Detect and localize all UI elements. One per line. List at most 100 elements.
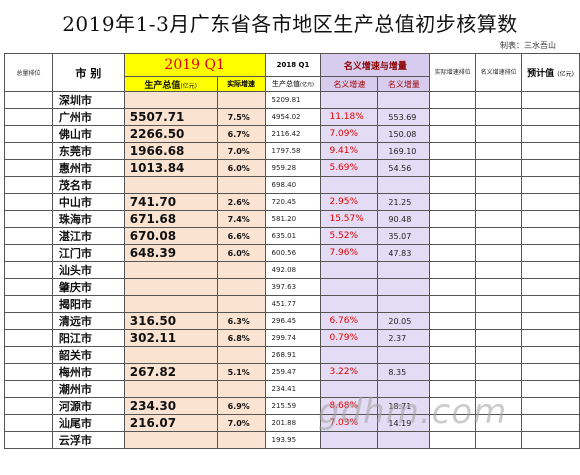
table-row: 汕尾市 216.07 7.0% 201.88 7.03% 14.19 (4, 414, 580, 432)
real-growth-rate: 7.5% (216, 108, 266, 126)
gdp-2019: 234.30 (123, 397, 218, 415)
city-name: 东莞市 (51, 142, 125, 160)
table-row: 佛山市 2266.50 6.7% 2116.42 7.09% 150.08 (4, 125, 580, 143)
real-rank-cell (429, 108, 477, 126)
header-nominal-rank: 名义增速排位 (475, 53, 522, 92)
gdp-2018: 698.40 (264, 176, 322, 194)
header-gdp-2018-unit: (亿元) (300, 82, 314, 88)
nominal-increase (377, 91, 431, 109)
forecast-cell (521, 142, 580, 160)
real-growth-rate (216, 278, 266, 296)
nominal-rate: 9.41% (320, 142, 379, 160)
gdp-2018: 201.88 (264, 414, 322, 432)
gdp-2019: 1013.84 (123, 159, 218, 177)
real-rank-cell (429, 227, 477, 245)
city-name: 广州市 (51, 108, 125, 126)
real-growth-rate: 6.0% (216, 159, 266, 177)
nominal-rank-cell (475, 91, 522, 109)
nominal-rate: 7.03% (320, 414, 379, 432)
nominal-rank-cell (475, 159, 522, 177)
forecast-cell (521, 431, 580, 449)
header-rank: 总量排位 (4, 53, 53, 92)
nominal-rate: 3.22% (320, 363, 379, 381)
table-row: 清远市 316.50 6.3% 296.45 6.76% 20.05 (4, 312, 580, 330)
gdp-2018: 1797.58 (264, 142, 322, 160)
nominal-rate: 5.69% (320, 159, 379, 177)
rank-cell (4, 176, 53, 194)
rank-cell (4, 278, 53, 296)
forecast-cell (521, 91, 580, 109)
nominal-increase (377, 261, 431, 279)
gdp-2018: 268.91 (264, 346, 322, 364)
nominal-increase (377, 176, 431, 194)
nominal-rank-cell (475, 312, 522, 330)
real-rank-cell (429, 346, 477, 364)
header-forecast: 预计值 (亿元) (521, 53, 580, 92)
nominal-increase: 90.48 (377, 210, 431, 228)
header-nominal-group: 名义增速与增量 (320, 53, 431, 77)
gdp-2018: 259.47 (264, 363, 322, 381)
real-rank-cell (429, 295, 477, 313)
gdp-2018: 193.95 (264, 431, 322, 449)
gdp-2019: 671.68 (123, 210, 218, 228)
table-row: 阳江市 302.11 6.8% 299.74 0.79% 2.37 (4, 329, 580, 347)
forecast-cell (521, 210, 580, 228)
real-growth-rate: 6.3% (216, 312, 266, 330)
real-rank-cell (429, 125, 477, 143)
real-rank-cell (429, 176, 477, 194)
real-growth-rate: 7.4% (216, 210, 266, 228)
rank-cell (4, 261, 53, 279)
real-growth-rate: 2.6% (216, 193, 266, 211)
real-growth-rate (216, 91, 266, 109)
nominal-increase: 169.10 (377, 142, 431, 160)
rank-cell (4, 295, 53, 313)
table-row: 汕头市 492.08 (4, 261, 580, 279)
real-growth-rate: 7.0% (216, 414, 266, 432)
city-name: 韶关市 (51, 346, 125, 364)
rank-cell (4, 125, 53, 143)
city-name: 梅州市 (51, 363, 125, 381)
city-name: 潮州市 (51, 380, 125, 398)
forecast-cell (521, 414, 580, 432)
gdp-2018: 397.63 (264, 278, 322, 296)
city-name: 汕尾市 (51, 414, 125, 432)
nominal-rank-cell (475, 363, 522, 381)
nominal-rank-cell (475, 142, 522, 160)
nominal-rank-cell (475, 125, 522, 143)
nominal-rank-cell (475, 261, 522, 279)
gdp-2019: 216.07 (123, 414, 218, 432)
gdp-2018: 296.45 (264, 312, 322, 330)
header-forecast-unit: (亿元) (557, 71, 574, 78)
header-nominal-rate: 名义增速 (320, 76, 379, 92)
nominal-rate: 0.79% (320, 329, 379, 347)
nominal-rate: 7.96% (320, 244, 379, 262)
nominal-rate (320, 261, 379, 279)
table-row: 肇庆市 397.63 (4, 278, 580, 296)
nominal-rank-cell (475, 193, 522, 211)
nominal-increase: 553.69 (377, 108, 431, 126)
nominal-rate (320, 431, 379, 449)
gdp-2019 (123, 431, 218, 449)
header-gdp-label: 生产总值 (144, 80, 181, 91)
nominal-rate (320, 346, 379, 364)
real-rank-cell (429, 91, 477, 109)
real-growth-rate (216, 380, 266, 398)
header-period-2018: 2018 Q1 (264, 53, 322, 77)
gdp-table: 总量排位 市 别 2019 Q1 2018 Q1 名义增速与增量 实际增速排位 … (4, 53, 580, 449)
gdp-2019 (123, 91, 218, 109)
real-rank-cell (429, 193, 477, 211)
nominal-rate: 11.18% (320, 108, 379, 126)
table-row: 梅州市 267.82 5.1% 259.47 3.22% 8.35 (4, 363, 580, 381)
nominal-increase: 47.83 (377, 244, 431, 262)
nominal-rate: 7.09% (320, 125, 379, 143)
gdp-2018: 4954.02 (264, 108, 322, 126)
nominal-rate (320, 295, 379, 313)
forecast-cell (521, 363, 580, 381)
real-rank-cell (429, 363, 477, 381)
header-row-1: 总量排位 市 别 2019 Q1 2018 Q1 名义增速与增量 实际增速排位 … (4, 53, 580, 92)
table-row: 湛江市 670.08 6.6% 635.01 5.52% 35.07 (4, 227, 580, 245)
forecast-cell (521, 159, 580, 177)
nominal-rate (320, 91, 379, 109)
nominal-increase: 2.37 (377, 329, 431, 347)
real-growth-rate: 6.8% (216, 329, 266, 347)
